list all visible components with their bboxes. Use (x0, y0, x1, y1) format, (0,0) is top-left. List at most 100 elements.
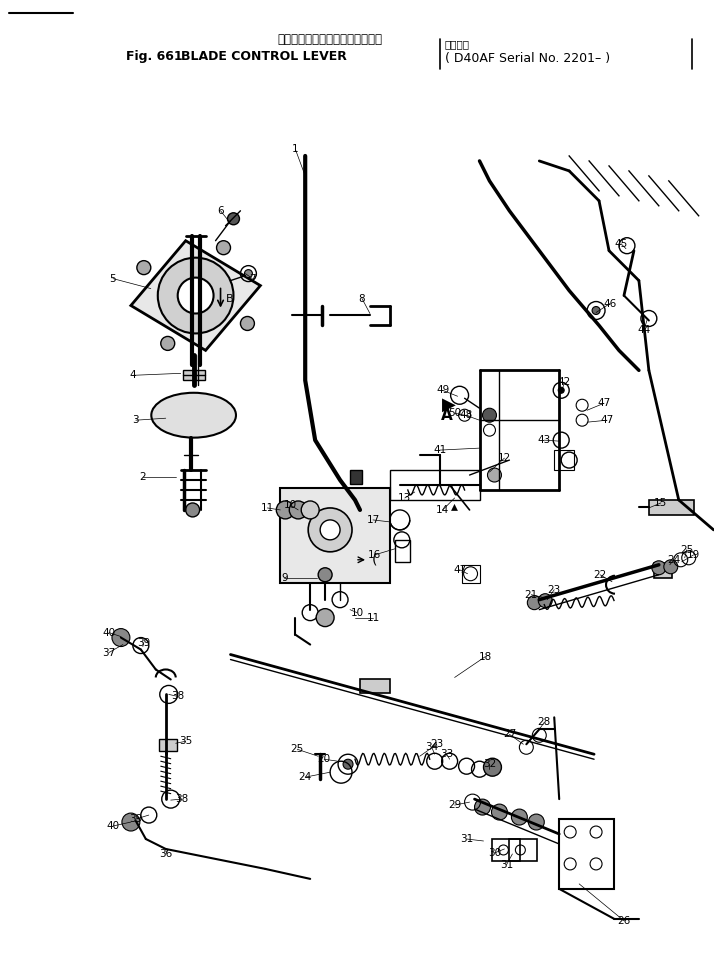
Text: Fig. 661: Fig. 661 (126, 50, 182, 62)
Text: 9: 9 (281, 573, 287, 583)
Ellipse shape (152, 392, 236, 437)
Text: 43: 43 (538, 435, 551, 445)
Bar (509, 839, 537, 861)
Circle shape (488, 468, 501, 482)
Circle shape (558, 387, 564, 393)
Text: A: A (440, 408, 453, 423)
Text: 29: 29 (448, 800, 461, 810)
Circle shape (276, 501, 295, 519)
Circle shape (483, 408, 496, 423)
Text: 48: 48 (459, 410, 472, 421)
Text: 14: 14 (436, 505, 449, 515)
Text: 21: 21 (525, 590, 538, 599)
Circle shape (343, 759, 353, 769)
Text: 11: 11 (366, 613, 380, 623)
Text: ブレード　コントロール　レバー: ブレード コントロール レバー (277, 33, 383, 46)
Circle shape (217, 241, 230, 255)
Circle shape (538, 593, 552, 608)
Text: 31: 31 (460, 834, 473, 844)
Bar (649, 500, 694, 515)
Bar (654, 563, 672, 578)
Circle shape (301, 501, 319, 519)
Text: 24: 24 (667, 554, 681, 565)
Text: 3: 3 (132, 415, 139, 426)
Text: 38: 38 (171, 691, 184, 702)
Bar (360, 679, 390, 693)
Text: 17: 17 (366, 515, 380, 525)
Text: $\blacktriangleright$: $\blacktriangleright$ (438, 396, 458, 414)
Text: 40: 40 (107, 821, 119, 831)
Text: 24: 24 (299, 772, 312, 782)
Circle shape (652, 561, 666, 575)
Text: 32: 32 (483, 759, 496, 769)
Circle shape (664, 560, 678, 574)
Circle shape (308, 508, 352, 551)
Text: 34: 34 (425, 743, 438, 752)
Text: 28: 28 (538, 717, 551, 727)
Circle shape (491, 804, 508, 820)
Circle shape (240, 316, 255, 331)
Circle shape (318, 568, 332, 582)
Text: 10: 10 (350, 608, 363, 618)
Text: 38: 38 (175, 794, 188, 804)
Circle shape (122, 813, 140, 831)
Text: 26: 26 (617, 915, 631, 926)
Text: 7: 7 (249, 273, 256, 284)
Text: 11: 11 (261, 503, 274, 513)
Text: 42: 42 (558, 378, 571, 387)
Text: $\blacktriangle$: $\blacktriangle$ (450, 500, 459, 514)
Text: 1: 1 (292, 144, 299, 154)
Bar (559, 819, 614, 889)
Bar (390, 470, 480, 500)
Text: 25: 25 (680, 545, 694, 554)
Circle shape (245, 269, 252, 277)
Text: 47: 47 (598, 398, 611, 408)
Circle shape (592, 306, 600, 314)
Text: 46: 46 (603, 299, 616, 308)
Circle shape (316, 609, 334, 627)
Circle shape (161, 337, 174, 350)
Text: 22: 22 (593, 570, 607, 580)
Bar (182, 370, 204, 381)
Text: (: ( (372, 552, 378, 567)
Text: 18: 18 (479, 652, 492, 662)
Text: 8: 8 (359, 294, 365, 304)
Text: 45: 45 (614, 239, 628, 249)
Circle shape (475, 799, 490, 815)
Text: 5: 5 (109, 273, 117, 284)
Text: 39: 39 (129, 814, 142, 824)
Circle shape (528, 814, 544, 830)
Bar (554, 450, 574, 470)
Circle shape (320, 520, 340, 540)
Text: 39: 39 (137, 637, 150, 647)
Text: 35: 35 (179, 736, 192, 747)
Circle shape (178, 277, 214, 313)
Text: 44: 44 (637, 325, 651, 336)
Text: 15: 15 (654, 498, 667, 508)
Text: 47: 47 (453, 565, 466, 575)
Text: 25: 25 (290, 745, 304, 754)
Text: 6: 6 (217, 206, 224, 216)
Text: 4: 4 (129, 370, 136, 381)
Text: 47: 47 (601, 415, 613, 426)
Text: 30: 30 (488, 848, 501, 858)
Bar (159, 739, 177, 752)
Text: 23: 23 (430, 739, 443, 750)
Circle shape (483, 758, 501, 776)
Text: 37: 37 (102, 647, 116, 658)
Text: 27: 27 (503, 729, 516, 739)
Circle shape (112, 629, 130, 646)
Text: BLADE CONTROL LEVER: BLADE CONTROL LEVER (181, 50, 347, 62)
Circle shape (290, 501, 307, 519)
Text: 31: 31 (500, 860, 513, 870)
Text: B: B (225, 294, 233, 304)
Text: 12: 12 (498, 453, 511, 463)
Bar (462, 565, 480, 583)
Text: 40: 40 (102, 628, 116, 637)
Bar (350, 470, 362, 484)
Text: 49: 49 (436, 386, 449, 395)
Circle shape (158, 258, 234, 334)
Circle shape (186, 503, 199, 517)
Circle shape (528, 595, 541, 610)
Text: 20: 20 (317, 754, 331, 764)
